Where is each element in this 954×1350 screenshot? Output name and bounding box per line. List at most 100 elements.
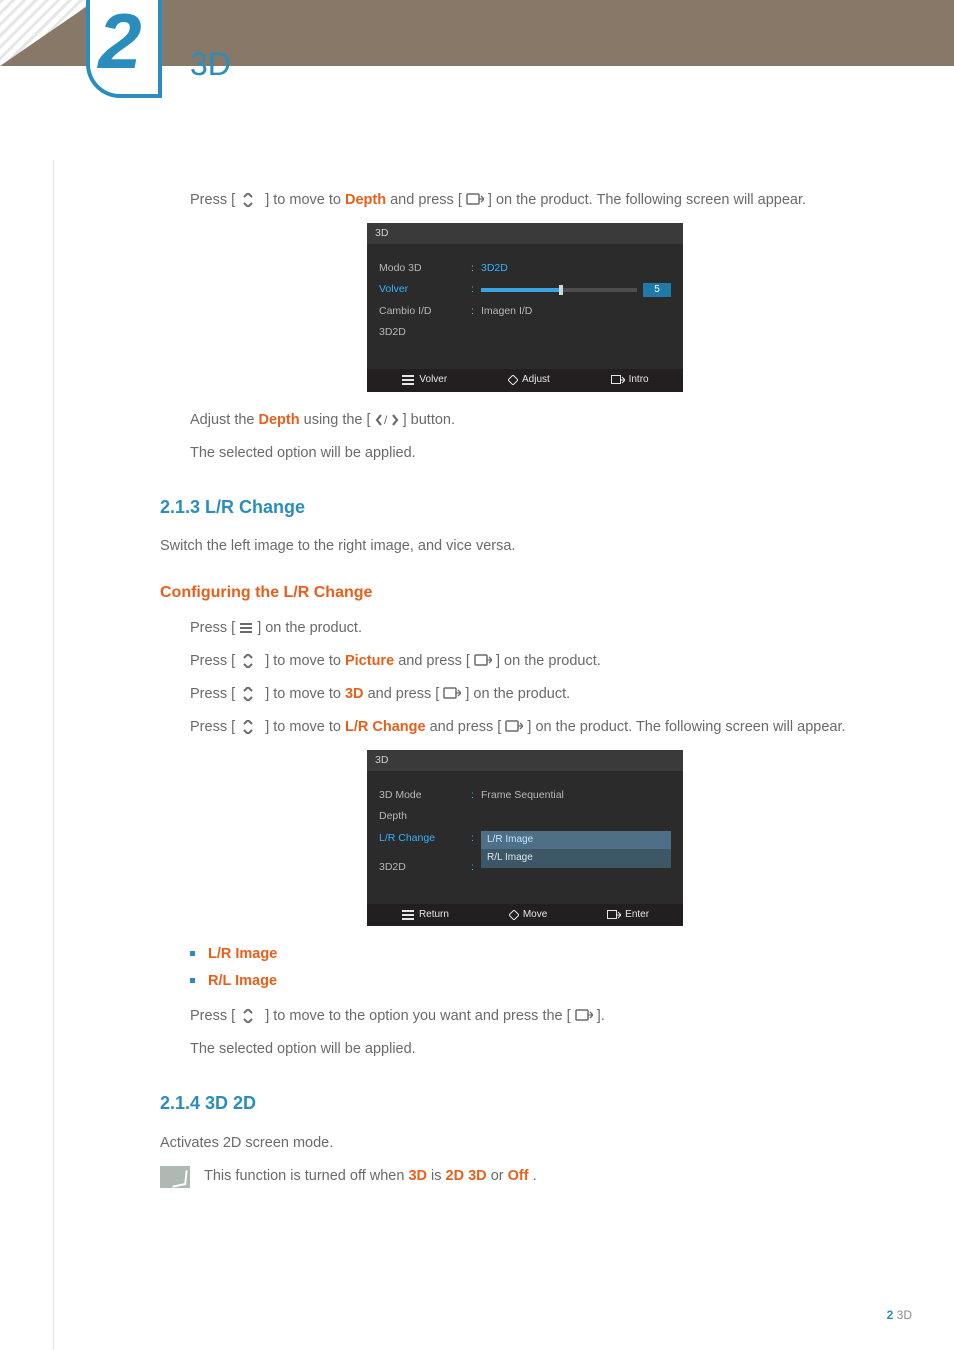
t: ] to move to [265, 192, 345, 208]
t: ]. [597, 1008, 605, 1024]
t: Press [ [190, 719, 235, 735]
kw: 2D 3D [446, 1168, 487, 1184]
osd-row-3d2d: 3D2D [379, 322, 671, 343]
t: and press [ [398, 653, 470, 669]
press-lrchange: Press [ ] to move to L/R Change and pres… [160, 717, 890, 738]
c: : [471, 304, 481, 319]
c: : [471, 261, 481, 276]
press-menu: Press [ ] on the product. [160, 618, 890, 639]
footer-title: 3D [897, 1308, 912, 1322]
s214-desc: Activates 2D screen mode. [160, 1133, 890, 1154]
option-rl-image: R/L Image [190, 971, 890, 992]
osd-val: Imagen I/D [481, 304, 671, 319]
osd-lbl: Cambio I/D [379, 304, 471, 319]
chapter-tab: 2 [86, 0, 162, 98]
t: Press [ [190, 192, 235, 208]
kw: Picture [345, 653, 394, 669]
t: ] on the product. [496, 653, 601, 669]
osd-foot-move: Move [509, 908, 547, 923]
dropdown-item: R/L Image [481, 849, 671, 868]
menu-icon [239, 622, 253, 634]
depth-kw: Depth [345, 192, 386, 208]
osd-depth: 3D Modo 3D : 3D2D Volver : [367, 223, 683, 392]
press-3d: Press [ ] to move to 3D and press [ ] on… [160, 684, 890, 705]
t: This function is turned off when [204, 1168, 408, 1184]
osd-lbl: 3D2D [379, 860, 471, 875]
enter-icon [611, 375, 625, 385]
t: Press [ [190, 686, 235, 702]
note-text: This function is turned off when 3D is 2… [204, 1166, 537, 1187]
slider-thumb [559, 285, 563, 295]
t: is [431, 1168, 446, 1184]
depth-intro: Press [ ] to move to Depth and press [ ]… [160, 190, 890, 211]
osd-foot-back: Volver [401, 373, 447, 388]
enter-icon [474, 654, 492, 668]
t: ] to move to [265, 686, 345, 702]
note-icon [160, 1166, 190, 1188]
osd-footer: Volver Adjust Intro [367, 369, 683, 392]
t: and press [ [390, 192, 462, 208]
osd-lbl: 3D Mode [379, 788, 471, 803]
osd-val: 3D2D [481, 261, 671, 276]
menu-icon [401, 374, 415, 386]
lbl: Move [523, 908, 547, 923]
applied-line-2: The selected option will be applied. [160, 1039, 890, 1060]
content-area: Press [ ] to move to Depth and press [ ]… [160, 190, 890, 1188]
t: ] on the product. The following screen w… [527, 719, 845, 735]
enter-icon [443, 687, 461, 701]
osd-lbl: Depth [379, 809, 471, 824]
lbl: Adjust [522, 373, 550, 388]
press-picture: Press [ ] to move to Picture and press [… [160, 651, 890, 672]
kw: 3D [345, 686, 364, 702]
osd-lbl: L/R Change [379, 831, 471, 846]
t: ] on the product. [257, 620, 362, 636]
kw: 3D [408, 1168, 427, 1184]
svg-text:/: / [384, 413, 388, 427]
option-lr-image: L/R Image [190, 944, 890, 965]
osd-body: Modo 3D : 3D2D Volver : 5 [367, 244, 683, 369]
kw: Depth [259, 412, 300, 428]
slider-track [481, 288, 637, 292]
applied-line: The selected option will be applied. [160, 443, 890, 464]
footer-chapter: 2 [887, 1308, 894, 1322]
osd-row-depth: Depth [379, 806, 671, 827]
left-rule [53, 160, 54, 1350]
t: and press [ [368, 686, 440, 702]
osd-foot-back: Return [401, 908, 449, 923]
c: : [471, 282, 481, 297]
enter-icon [466, 193, 484, 207]
t: Press [ [190, 620, 239, 636]
c: : [471, 860, 481, 875]
enter-icon [607, 910, 621, 920]
t: ] on the product. The following screen w… [488, 192, 806, 208]
t: using the [ [304, 412, 371, 428]
t: Press [ [190, 1008, 235, 1024]
enter-icon [575, 1009, 593, 1023]
enter-icon [505, 720, 523, 734]
lbl: Enter [625, 908, 649, 923]
lbl: Volver [419, 373, 447, 388]
note: This function is turned off when 3D is 2… [160, 1166, 890, 1188]
osd-lbl: Volver [379, 282, 471, 297]
osd-row-volver: Volver : 5 [379, 279, 671, 300]
t: and press [ [430, 719, 502, 735]
osd-val: Frame Sequential [481, 788, 671, 803]
c: : [471, 831, 481, 846]
kw: L/R Change [345, 719, 426, 735]
osd-footer: Return Move Enter [367, 904, 683, 927]
s213-desc: Switch the left image to the right image… [160, 536, 890, 557]
t: ] to move to [265, 653, 345, 669]
osd-foot-enter: Enter [607, 908, 649, 923]
t: ] to move to the option you want and pre… [265, 1008, 571, 1024]
chapter-number: 2 [98, 2, 141, 80]
adjust-line: Adjust the Depth using the [ / ] button. [160, 410, 890, 431]
osd-title: 3D [367, 750, 683, 771]
osd-lbl: Modo 3D [379, 261, 471, 276]
t: Press [ [190, 653, 235, 669]
kw: Off [508, 1168, 529, 1184]
c: : [471, 788, 481, 803]
dropdown-item: L/R Image [481, 831, 671, 850]
updown-icon [239, 720, 261, 734]
slider-value: 5 [643, 283, 671, 297]
updown-icon [239, 654, 261, 668]
